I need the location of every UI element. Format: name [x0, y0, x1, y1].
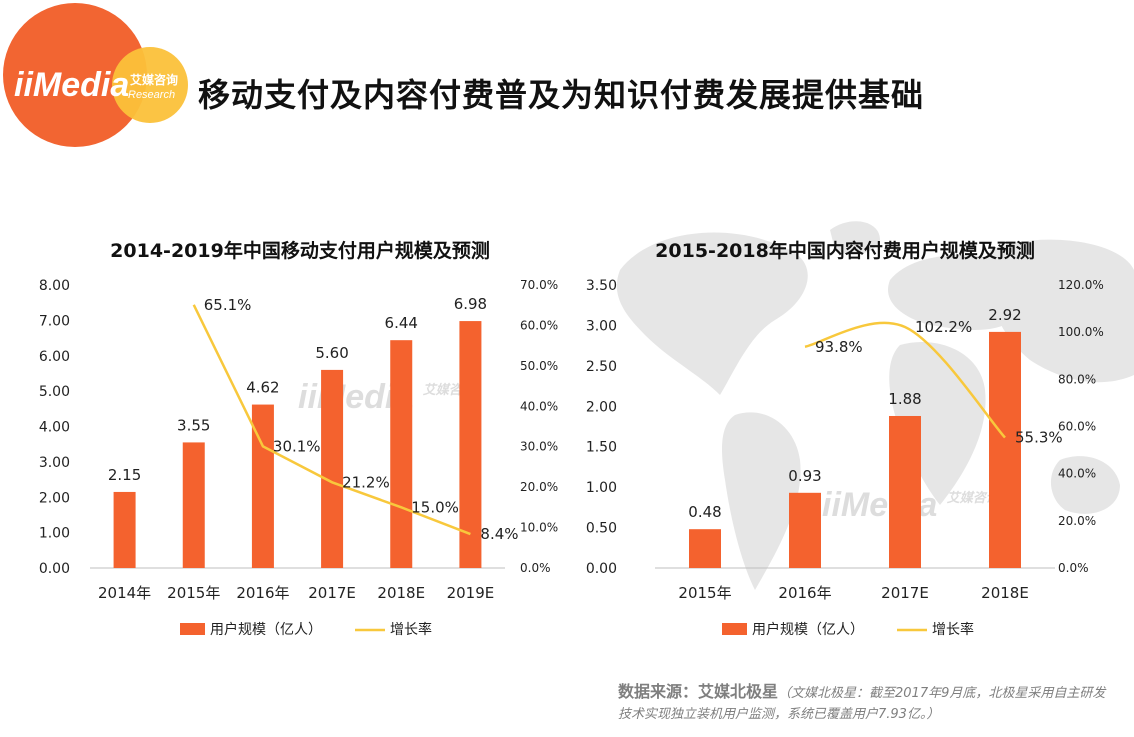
- legend-swatch-bar: [180, 623, 205, 635]
- y-axis-tick-label: 0.00: [586, 561, 617, 577]
- chart-title: 2015-2018年中国内容付费用户规模及预测: [655, 239, 1035, 262]
- line-data-label: 65.1%: [204, 296, 252, 314]
- bar: [459, 321, 482, 568]
- y2-axis-tick-label: 30.0%: [520, 440, 558, 454]
- line-data-label: 21.2%: [342, 473, 390, 491]
- y-axis-tick-label: 2.00: [39, 490, 70, 506]
- y-axis-tick-label: 8.00: [39, 278, 70, 294]
- world-map-background: [616, 221, 1134, 590]
- x-axis-tick-label: 2016年: [236, 584, 289, 602]
- logo-cn: 艾媒咨询: [130, 72, 178, 87]
- x-axis-tick-label: 2016年: [778, 584, 831, 602]
- bar-data-label: 6.98: [454, 295, 487, 313]
- bar-data-label: 6.44: [385, 314, 418, 332]
- y2-axis-tick-label: 10.0%: [520, 521, 558, 535]
- x-axis-tick-label: 2017E: [881, 584, 929, 602]
- bar: [321, 369, 344, 568]
- bar-data-label: 4.62: [246, 379, 279, 397]
- content-payment-chart: 2015-2018年中国内容付费用户规模及预测 0.00 0.50 1.00 1.50 2…: [570, 225, 1134, 655]
- y2-axis-tick-label: 60.0%: [1058, 420, 1096, 434]
- bar-data-label: 2.15: [108, 466, 141, 484]
- logo-en: Research: [128, 89, 175, 101]
- page-title: 移动支付及内容付费普及为知识付费发展提供基础: [198, 76, 925, 114]
- y2-axis-tick-label: 50.0%: [520, 359, 558, 373]
- logo-orange-circle: [3, 3, 147, 147]
- bar: [689, 529, 721, 568]
- growth-rate-line: [804, 321, 1006, 439]
- y2-axis-tick-label: 80.0%: [1058, 372, 1096, 386]
- bar: [789, 492, 821, 568]
- x-axis-tick-label: 2014年: [98, 584, 151, 602]
- legend-label-bar: 用户规模（亿人）: [752, 621, 864, 638]
- y2-axis-tick-label: 100.0%: [1058, 325, 1104, 339]
- line-data-label: 8.4%: [480, 525, 518, 543]
- y-axis-tick-label: 3.00: [39, 455, 70, 471]
- source-note: （文媒北极星：截至2017年9月底，北极星采用自主研发技术实现独立装机用户监测，…: [618, 686, 1106, 722]
- bar: [989, 331, 1021, 568]
- x-axis-tick-label: 2018E: [377, 584, 425, 602]
- line-data-label: 55.3%: [1015, 429, 1063, 447]
- x-axis-tick-label: 2017E: [308, 584, 356, 602]
- y2-axis-tick-label: 0.0%: [520, 561, 551, 575]
- y2-axis-tick-label: 60.0%: [520, 318, 558, 332]
- bar-data-label: 0.93: [788, 467, 821, 485]
- y-axis-tick-label: 3.50: [586, 278, 617, 294]
- iimedia-logo: iiMedia 艾媒咨询 Research: [3, 3, 188, 147]
- y-axis-tick-label: 5.00: [39, 384, 70, 400]
- y-axis-tick-label: 1.50: [586, 440, 617, 456]
- bar: [251, 404, 274, 568]
- line-data-label: 93.8%: [815, 338, 863, 356]
- data-source: 数据来源：艾媒北极星（文媒北极星：截至2017年9月底，北极星采用自主研发技术实…: [618, 682, 1118, 725]
- bar-data-label: 1.88: [888, 390, 921, 408]
- bar: [182, 442, 205, 568]
- bar: [113, 491, 136, 568]
- y2-axis-tick-label: 40.0%: [520, 399, 558, 413]
- source-label: 数据来源：艾媒北极星: [618, 682, 779, 701]
- line-data-label: 30.1%: [273, 437, 321, 455]
- y-axis-tick-label: 6.00: [39, 349, 70, 365]
- line-data-label: 15.0%: [411, 498, 459, 516]
- mobile-payment-chart: 2014-2019年中国移动支付用户规模及预测 0.00 1.00 2.00 3.00 4…: [0, 225, 560, 655]
- logo-wordmark: iiMedia: [14, 66, 129, 104]
- y-axis-tick-label: 1.00: [39, 526, 70, 542]
- y2-axis-tick-label: 20.0%: [520, 480, 558, 494]
- x-axis-tick-label: 2018E: [981, 584, 1029, 602]
- legend-label-bar: 用户规模（亿人）: [210, 621, 322, 638]
- y2-axis-tick-label: 20.0%: [1058, 514, 1096, 528]
- growth-rate-line: [192, 304, 471, 536]
- legend-label-line: 增长率: [390, 621, 432, 638]
- logo-yellow-circle: [112, 47, 188, 123]
- bar-data-label: 3.55: [177, 416, 210, 434]
- bar: [889, 415, 921, 568]
- y-axis-tick-label: 3.00: [586, 318, 617, 334]
- legend-swatch-bar: [722, 623, 747, 635]
- watermark-right-cn: 艾媒咨询: [946, 490, 999, 505]
- legend-label-line: 增长率: [932, 621, 974, 638]
- chart-title: 2014-2019年中国移动支付用户规模及预测: [110, 239, 490, 262]
- y-axis-tick-label: 7.00: [39, 313, 70, 329]
- y-axis-tick-label: 4.00: [39, 420, 70, 436]
- y2-axis-tick-label: 120.0%: [1058, 278, 1104, 292]
- y2-axis-tick-label: 70.0%: [520, 278, 558, 292]
- y-axis-tick-label: 0.50: [586, 521, 617, 537]
- y2-axis-tick-label: 40.0%: [1058, 467, 1096, 481]
- y-axis-tick-label: 2.50: [586, 359, 617, 375]
- line-data-label: 102.2%: [915, 318, 972, 336]
- bar-data-label: 0.48: [688, 503, 721, 521]
- content-payment-chart-svg: 2015-2018年中国内容付费用户规模及预测 0.00 0.50 1.00 1.50 2…: [586, 239, 1104, 638]
- mobile-payment-chart-svg: 2014-2019年中国移动支付用户规模及预测 0.00 1.00 2.00 3.00 4…: [39, 239, 558, 638]
- y-axis-tick-label: 1.00: [586, 480, 617, 496]
- bar: [390, 340, 413, 568]
- bar-data-label: 5.60: [315, 344, 348, 362]
- y2-axis-tick-label: 0.0%: [1058, 561, 1089, 575]
- y-axis-tick-label: 0.00: [39, 561, 70, 577]
- x-axis-tick-label: 2015年: [678, 584, 731, 602]
- x-axis-tick-label: 2015年: [167, 584, 220, 602]
- y-axis-tick-label: 2.00: [586, 399, 617, 415]
- x-axis-tick-label: 2019E: [447, 584, 495, 602]
- bar-data-label: 2.92: [988, 306, 1021, 324]
